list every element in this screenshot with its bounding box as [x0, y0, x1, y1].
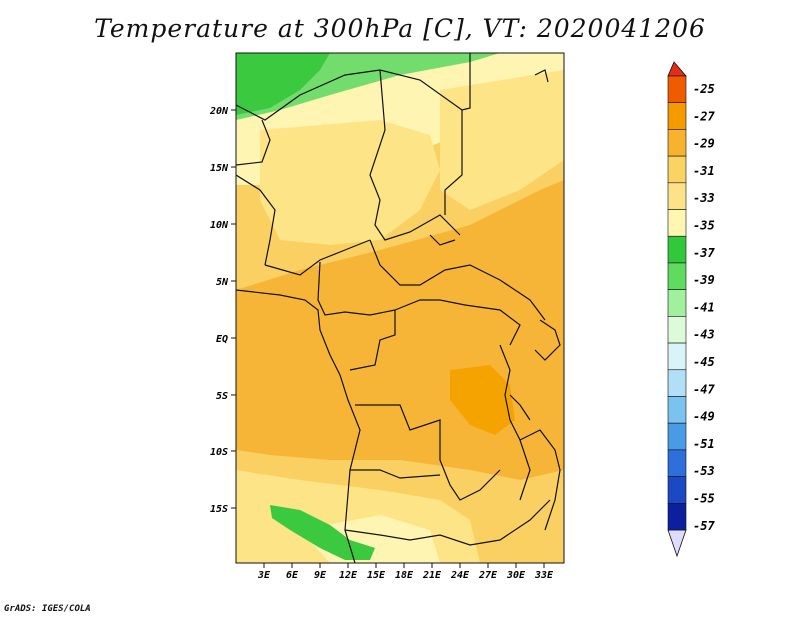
field-band-37 [236, 53, 330, 115]
map-frame [235, 52, 565, 564]
colorbar-swatch [667, 155, 687, 184]
colorbar-label: -35 [693, 219, 715, 233]
lon-label: 3E [257, 570, 271, 581]
colorbar: -25 -27 -29 -31 -33 -35 -37 -39 -41 -43 -45 -47 -49 -… [667, 61, 715, 558]
colorbar-swatch [667, 75, 687, 104]
colorbar-label: -29 [693, 137, 715, 151]
lat-label: 10N [210, 220, 229, 231]
lon-label: 9E [314, 570, 327, 581]
lat-label: 10S [210, 447, 228, 458]
colorbar-swatch [667, 449, 687, 477]
field-band-27 [450, 365, 515, 435]
lon-label: 15E [367, 570, 386, 581]
lon-label: 30E [506, 570, 526, 581]
colorbar-swatch [667, 422, 687, 451]
colorbar-swatch [667, 235, 687, 264]
colorbar-swatch [667, 476, 687, 504]
colorbar-swatch [667, 209, 687, 237]
lon-label: 12E [339, 570, 358, 581]
latitude-axis: 20N 15N 10N 5N EQ 5S 10S 15S [209, 106, 236, 515]
lat-label: 15S [210, 504, 228, 515]
country-borders [236, 53, 561, 563]
colorbar-label: -27 [693, 109, 715, 123]
lon-label: 18E [395, 570, 414, 581]
colorbar-label: -25 [693, 82, 715, 96]
lon-label: 33E [534, 570, 554, 581]
colorbar-label: -31 [693, 164, 715, 178]
colorbar-swatch [667, 316, 687, 344]
colorbar-swatch [667, 289, 687, 317]
colorbar-label: -57 [693, 519, 715, 533]
colorbar-swatch [667, 129, 687, 157]
footer-credit: GrADS: IGES/COLA [4, 604, 91, 614]
colorbar-label: -43 [693, 328, 715, 342]
colorbar-label: -53 [693, 464, 715, 478]
lon-label: 21E [422, 570, 442, 581]
field-band-33-north [260, 120, 440, 245]
colorbar-swatch [667, 396, 687, 424]
lat-label: 5N [216, 277, 229, 288]
lat-label: 5S [216, 391, 228, 402]
colorbar-swatch [667, 102, 687, 130]
colorbar-swatch [667, 342, 687, 371]
colorbar-label: -41 [693, 300, 715, 314]
field-band-37-south [270, 505, 375, 560]
colorbar-label: -39 [693, 273, 715, 287]
colorbar-label: -51 [693, 437, 715, 451]
colorbar-label: -49 [693, 410, 715, 424]
lon-label: 6E [286, 570, 299, 581]
colorbar-swatch [667, 502, 687, 531]
colorbar-label: -55 [693, 492, 715, 506]
colorbar-swatch [667, 369, 687, 397]
colorbar-top-arrow [667, 61, 687, 77]
field-band-33-east [440, 70, 564, 210]
lat-label: EQ [216, 334, 228, 345]
colorbar-label: -45 [693, 355, 715, 369]
map-title: Temperature at 300hPa [C], VT: 202004120… [94, 14, 706, 43]
lat-label: 15N [210, 163, 229, 174]
colorbar-label: -37 [693, 246, 715, 260]
longitude-axis: 3E 6E 9E 12E 15E 18E 21E 24E 27E 30E 33E [257, 563, 554, 581]
colorbar-swatch [667, 262, 687, 290]
lon-label: 24E [450, 570, 470, 581]
colorbar-swatch [667, 182, 687, 210]
lon-label: 27E [478, 570, 498, 581]
lat-label: 20N [209, 106, 229, 117]
colorbar-label: -33 [693, 191, 715, 205]
colorbar-bottom-arrow [667, 529, 687, 558]
colorbar-label: -47 [693, 382, 715, 396]
